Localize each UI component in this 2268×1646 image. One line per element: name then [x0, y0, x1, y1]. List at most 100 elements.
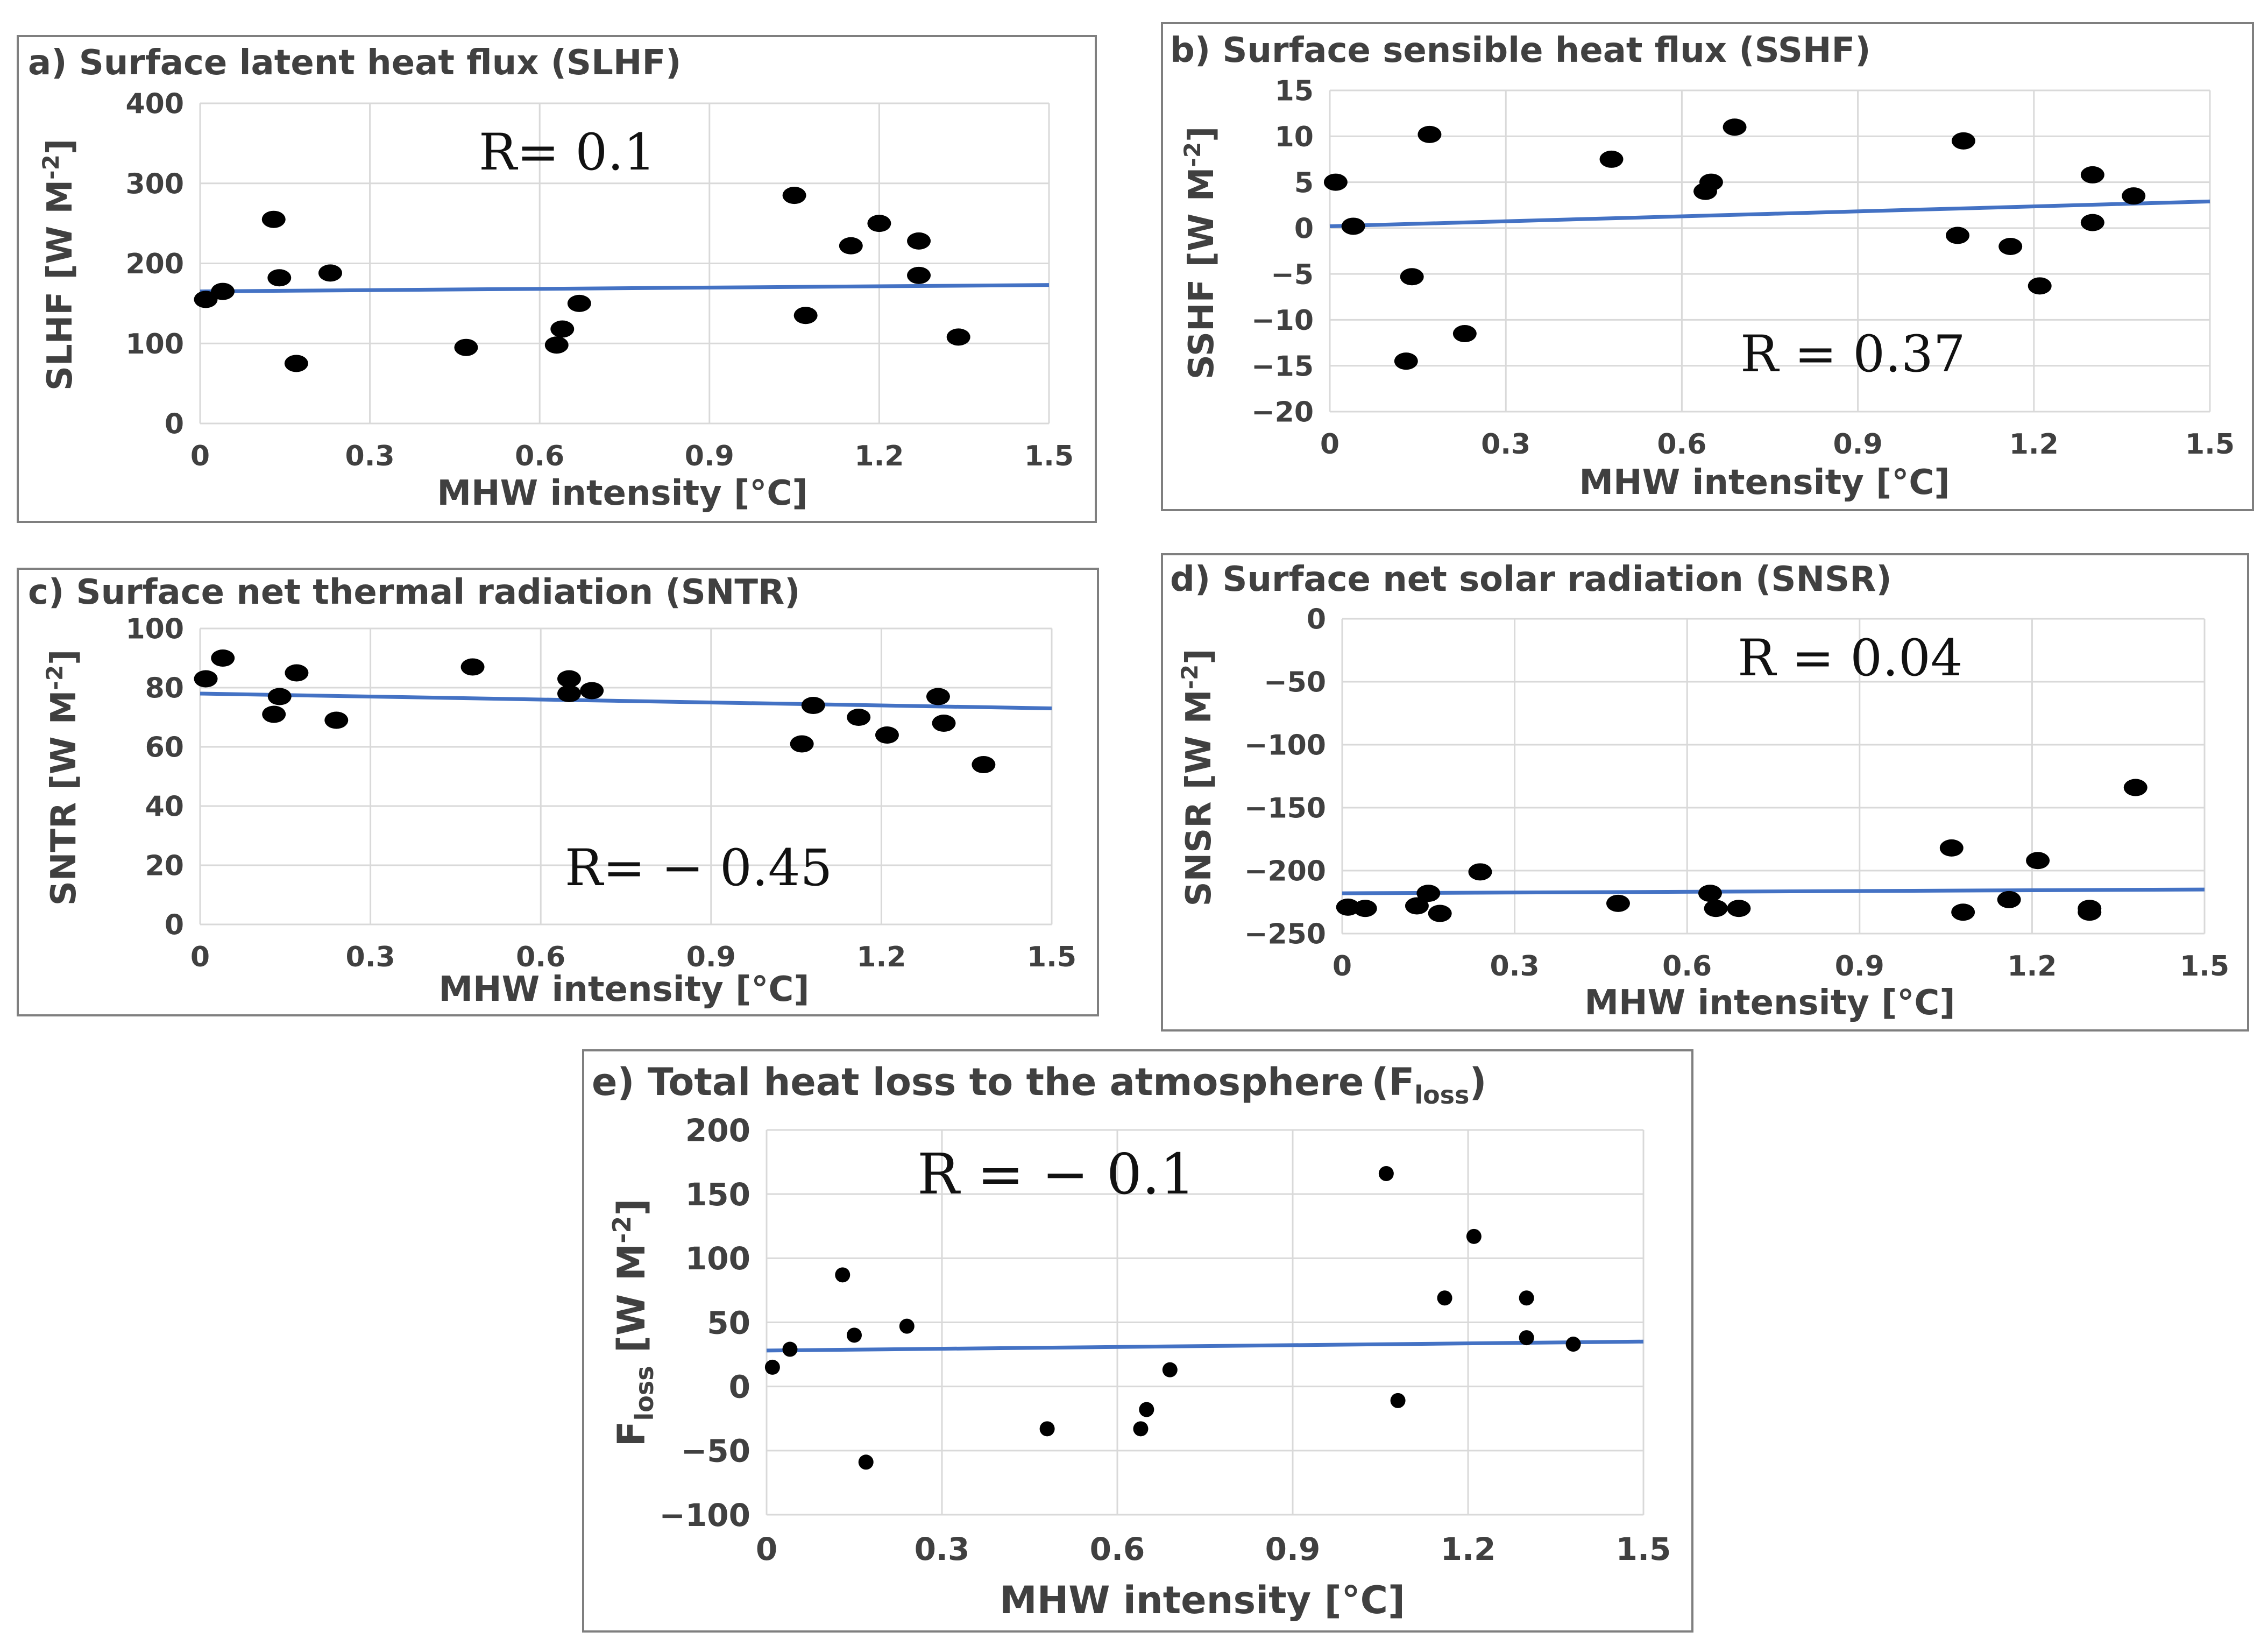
trendline — [1342, 887, 2205, 895]
y-tick-label: 100 — [125, 328, 184, 361]
data-point — [1565, 1337, 1581, 1352]
y-tick-label: 100 — [685, 1240, 750, 1277]
data-points — [1323, 118, 2146, 370]
x-tick-labels: 0 0.3 0.6 0.9 1.2 1.5 — [190, 440, 1074, 472]
x-tick-labels: 0 0.3 0.6 0.9 1.2 1.5 — [1320, 428, 2235, 461]
correlation-annotation: R = − 0.1 — [917, 1141, 1195, 1207]
data-point — [1997, 891, 2021, 908]
data-points — [194, 649, 996, 773]
y-tick-label: −20 — [1251, 397, 1314, 429]
data-point — [1951, 132, 1975, 150]
data-point — [261, 210, 286, 228]
y-axis-label-superscript: -2 — [1176, 665, 1203, 690]
x-tick-label: 0.3 — [1481, 428, 1530, 461]
correlation-annotation: R = 0.04 — [1738, 629, 1963, 688]
data-point — [1727, 900, 1751, 917]
data-point — [1939, 839, 1964, 857]
data-point — [847, 1327, 862, 1343]
y-axis-label-close: ] — [40, 139, 80, 154]
trendline-layer — [766, 1339, 1644, 1353]
data-point — [1394, 352, 1418, 370]
y-axis-label: SLHF [W M-2] — [38, 139, 80, 391]
data-point — [1405, 897, 1429, 915]
x-tick-label: 0.6 — [515, 440, 564, 472]
data-point — [946, 328, 970, 346]
y-tick-labels: 15 10 5 0 −5 −10 −15 −20 — [1251, 75, 1314, 429]
y-tick-label: 100 — [125, 613, 184, 646]
data-point — [318, 264, 342, 282]
trendline-layer — [200, 691, 1052, 710]
data-point — [1437, 1290, 1452, 1306]
x-tick-label: 0.9 — [685, 440, 734, 472]
x-tick-label: 0 — [190, 440, 210, 472]
x-tick-labels: 0 0.3 0.6 0.9 1.2 1.5 — [190, 941, 1076, 973]
x-tick-label: 0.9 — [1835, 950, 1884, 983]
data-point — [2080, 166, 2104, 183]
trendline-layer — [200, 283, 1050, 294]
x-tick-label: 1.2 — [1441, 1531, 1496, 1567]
chart-title-text: e) Total heat loss to the atmosphere — [592, 1060, 1364, 1104]
data-point — [262, 705, 286, 723]
y-tick-labels: 0 −50 −100 −150 −200 −250 — [1244, 604, 1326, 951]
data-point — [1353, 900, 1377, 917]
data-point — [1723, 118, 1747, 136]
data-point — [907, 232, 931, 250]
x-tick-label: 0 — [1333, 950, 1352, 983]
data-point — [2123, 779, 2147, 796]
data-point — [1599, 150, 1624, 168]
data-point — [932, 715, 956, 732]
gridlines — [199, 102, 1050, 425]
trendline — [200, 283, 1050, 294]
data-point — [764, 1359, 780, 1375]
y-tick-label: 150 — [685, 1176, 750, 1213]
y-tick-label: 0 — [1307, 604, 1326, 636]
y-tick-label: −10 — [1251, 305, 1314, 337]
data-point — [1606, 894, 1630, 912]
y-axis-label-close: ] — [44, 649, 84, 665]
chart-title: b) Surface sensible heat flux (SSHF) — [1170, 31, 1870, 70]
data-point — [285, 664, 309, 682]
correlation-annotation: R= − 0.45 — [565, 839, 832, 898]
y-tick-label: −15 — [1251, 350, 1314, 383]
data-point — [267, 269, 292, 287]
x-tick-label: 0.6 — [1657, 428, 1706, 461]
x-tick-label: 1.2 — [2007, 950, 2057, 983]
data-point — [1139, 1402, 1154, 1417]
x-tick-label: 0.9 — [686, 941, 736, 973]
trendline-layer — [1342, 887, 2205, 895]
x-tick-label: 1.5 — [1024, 440, 1074, 472]
y-tick-label: −100 — [1244, 730, 1326, 762]
panel-c-sntr: c) Surface net thermal radiation (SNTR) … — [17, 568, 1099, 1016]
x-tick-label: 0 — [190, 941, 210, 973]
x-tick-labels: 0 0.3 0.6 0.9 1.2 1.5 — [1333, 950, 2229, 983]
panel-frame — [1161, 22, 2254, 511]
data-point — [2028, 277, 2052, 295]
data-point — [1390, 1393, 1406, 1408]
data-point — [847, 709, 871, 726]
y-axis-label-superscript: -2 — [41, 665, 68, 690]
x-tick-label: 0.3 — [345, 440, 395, 472]
data-point — [867, 215, 891, 232]
data-point — [875, 726, 899, 744]
y-tick-label: −150 — [1244, 793, 1326, 825]
data-point — [907, 266, 931, 284]
x-tick-label: 1.5 — [2180, 950, 2229, 983]
data-point — [2122, 187, 2146, 205]
y-tick-label: −200 — [1244, 856, 1326, 888]
x-tick-label: 1.5 — [1616, 1531, 1671, 1567]
data-point — [1466, 1228, 1482, 1244]
correlation-annotation: R= 0.1 — [479, 123, 656, 182]
y-tick-label: 0 — [165, 909, 184, 942]
y-tick-label: 0 — [165, 408, 184, 441]
y-tick-label: −5 — [1271, 259, 1314, 291]
x-axis-label: MHW intensity [°C] — [438, 970, 809, 1009]
panel-b-sshf: b) Surface sensible heat flux (SSHF) 151… — [1161, 22, 2254, 511]
data-point — [782, 1341, 798, 1357]
data-point — [194, 291, 218, 308]
data-point — [557, 685, 581, 702]
y-tick-label: 200 — [125, 248, 184, 280]
data-point — [567, 294, 591, 312]
panel-e-floss: e) Total heat loss to the atmosphere (Flo… — [582, 1049, 1693, 1633]
y-axis-label-superscript: -2 — [38, 154, 64, 180]
data-point — [899, 1318, 915, 1334]
